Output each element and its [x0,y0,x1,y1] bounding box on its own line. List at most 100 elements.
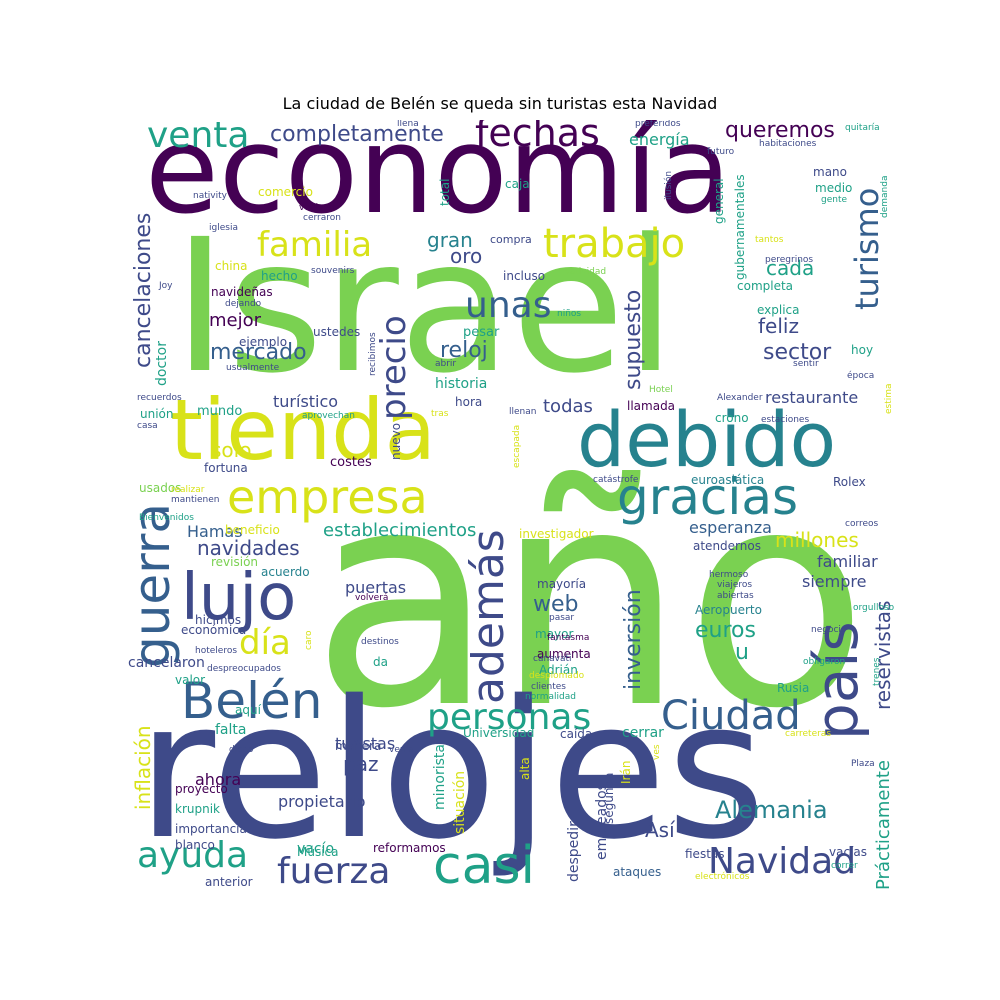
cloud-word: fuerza [277,851,391,890]
cloud-word: relojes [137,660,766,881]
cloud-word: estaciones [761,415,810,425]
cloud-word: despedir [566,821,582,882]
cloud-word: guerra [125,502,181,668]
cloud-word: navideñas [211,285,273,299]
cloud-word: queremos [725,120,835,143]
cloud-word: dejando [225,299,262,309]
cloud-word: navidades [197,536,300,560]
cloud-word: total [438,178,452,206]
cloud-word: Joy [159,281,173,291]
cloud-word: preferidos [635,120,681,129]
cloud-word: hoteleros [195,646,238,656]
cloud-word: Belén [181,672,323,730]
cloud-word: Rusia [777,681,810,695]
cloud-word: ayuda [137,835,249,876]
cloud-word: anterior [205,875,253,889]
cloud-word: atendernos [693,539,761,553]
cloud-word: manera [335,739,382,753]
cloud-word: krupnik [175,802,220,816]
cloud-word: economía [145,120,732,241]
cloud-word: Ciudad [661,693,801,739]
cloud-word: correos [845,519,879,529]
cloud-word: establecimientos [323,520,477,541]
cloud-word: crono [715,411,749,425]
cloud-word: trenes [872,657,882,687]
cloud-word: mejor [209,310,262,331]
cloud-word: sentir [793,359,819,369]
cloud-word: tras [431,409,449,419]
cloud-word: Plaza [851,759,875,769]
cloud-word: clientes [531,682,566,692]
cloud-word: venía [389,745,414,755]
cloud-word: usados [139,481,182,495]
cloud-word: mercado [210,340,307,365]
cloud-word: nativity [193,191,227,201]
cloud-word: ataques [613,865,662,879]
cloud-word: hicimos [195,613,242,627]
cloud-word: Alexander [717,393,763,403]
cloud-word: mundo [197,404,243,419]
cloud-word: china [215,259,248,273]
cloud-word: electrónicos [695,872,750,882]
cloud-word: importancia [175,822,247,836]
cloud-word: aprovechan [302,411,355,421]
cloud-word: aumenta [537,647,591,661]
cloud-word: solo [211,438,252,462]
cloud-word: fantasma [547,633,590,643]
cloud-word: reloj [440,338,488,363]
cloud-word: restaurante [765,388,859,407]
cloud-word: valor [175,673,206,687]
cloud-word: Rolex [833,475,866,489]
cloud-word: revisión [211,555,259,569]
cloud-word: destinos [361,637,399,647]
cloud-word: historia [435,376,488,392]
cloud-word: familiar [817,552,878,571]
cloud-word: millones [775,528,859,552]
cloud-word: obligaron [803,657,846,667]
cloud-word: quitaría [845,123,880,133]
cloud-word: Prácticamente [873,760,894,890]
cloud-word: comercio [258,185,313,199]
cloud-word: turistas [335,734,396,753]
cloud-word: vacío [297,841,335,857]
cloud-word: personas [427,697,592,738]
cloud-word: esperanza [689,518,772,537]
cloud-word: souvenirs [311,266,355,276]
cloud-word: hecho [261,269,298,283]
cloud-word: mayor [535,627,574,641]
cloud-word: futuro [707,147,735,157]
cloud-word: supuesto [621,289,646,390]
cloud-word: gente [821,195,848,205]
cloud-word: gran [427,228,473,252]
cloud-word: fiestas [685,847,725,861]
cloud-word: vacías [829,845,867,859]
cloud-word: u [735,640,749,665]
cloud-word: Alemania [715,796,828,824]
cloud-word: Hamas [187,522,243,541]
cloud-word: doctor [154,341,170,386]
cloud-word: siempre [802,572,867,591]
cloud-word: beneficio [225,523,280,537]
cloud-word: ustedes [313,325,361,339]
cloud-word: reformamos [373,841,446,855]
cloud-word: dicho [229,745,254,755]
cloud-word: recuerdos [137,393,182,403]
cloud-word: segunda [602,772,616,824]
cloud-word: pesar [463,325,500,340]
cloud-word: inflación [131,725,155,810]
cloud-word: Aeropuerto [695,603,762,617]
cloud-word: pasar [549,613,575,623]
cloud-word: hora [455,395,483,409]
cloud-word: precio [374,315,414,420]
cloud-word: blanco [175,838,215,852]
cloud-word: unas [465,285,552,326]
cloud-word: llena [397,120,419,129]
cloud-word: venta [147,120,250,156]
cloud-word: propietario [278,792,366,811]
cloud-word: Bienvenidos [139,513,194,523]
cloud-word: investigador [519,527,594,541]
cloud-word: todas [543,396,593,417]
word-cloud: año Israel relojes economía tienda debid… [125,120,895,890]
cloud-word: país [803,621,871,740]
